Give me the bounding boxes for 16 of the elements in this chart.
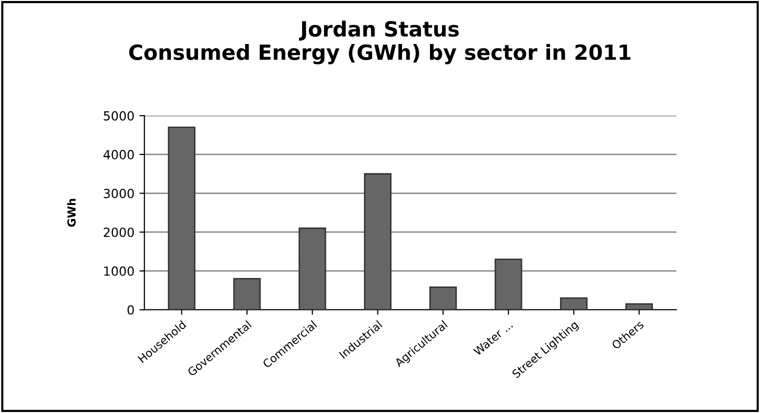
bar — [625, 303, 653, 310]
bar — [429, 286, 457, 310]
bar — [364, 173, 392, 310]
y-tick-label: 2000 — [104, 228, 134, 238]
y-tick-label: 0 — [128, 305, 134, 315]
bar — [168, 126, 196, 310]
y-tick-label: 3000 — [104, 188, 134, 198]
y-tick-label: 5000 — [104, 111, 134, 121]
bar — [298, 228, 326, 310]
bar — [233, 278, 261, 310]
y-tick-label: 1000 — [104, 266, 134, 276]
bar — [560, 297, 588, 310]
chart-title: Jordan Status Consumed Energy (GWh) by sector in 2011 — [129, 20, 630, 64]
y-axis-title: GWh — [67, 198, 76, 227]
y-tick-label: 4000 — [103, 150, 134, 160]
bar — [494, 258, 522, 310]
